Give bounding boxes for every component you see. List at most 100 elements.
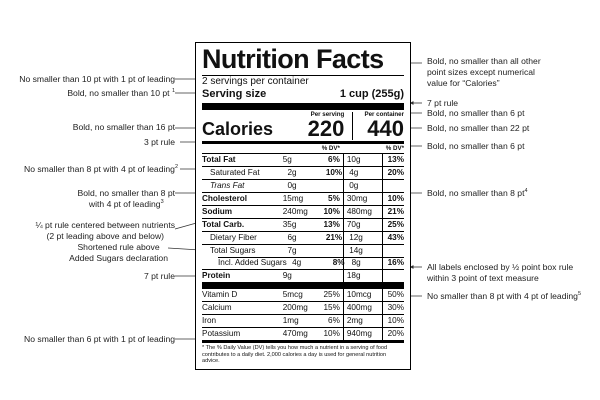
per-serving-amount: 5mcg <box>282 290 303 299</box>
per-serving-dv: 13% <box>323 220 340 229</box>
serving-size-label: Serving size <box>202 88 267 100</box>
per-container-amount: 4g <box>349 168 359 177</box>
per-serving-amount: 5g <box>282 155 292 164</box>
nutrient-row: Trans Fat 0g 0g <box>202 179 404 192</box>
per-container-dv: 25% <box>387 220 404 229</box>
nutrient-row: Sodium 240mg 10% 480mg 21% <box>202 205 404 218</box>
per-serving-dv: 15% <box>323 303 340 312</box>
per-container-dv: 21% <box>387 207 404 216</box>
nutrient-row: Protein 9g 18g <box>202 269 404 282</box>
nutrient-row: Total Fat 5g 6% 10g 13% <box>202 154 404 166</box>
per-serving-dv: 10% <box>323 329 340 338</box>
nutrient-row: Dietary Fiber 6g 21% 12g 43% <box>202 231 404 244</box>
per-container-dv: 43% <box>387 233 404 242</box>
calories-per-serving: Per serving 220 <box>292 111 345 140</box>
ann-bold-16: Bold, no smaller than 16 pt <box>72 122 175 132</box>
per-container-dv: 10% <box>387 316 404 325</box>
nutrient-name: Iron <box>202 316 217 325</box>
per-serving-amount: 240mg <box>282 207 308 216</box>
ann-bold-6-b: Bold, no smaller than 6 pt <box>427 141 525 151</box>
per-container-amount: 12g <box>349 233 363 242</box>
serving-size-value: 1 cup (255g) <box>339 88 404 100</box>
footnote-sup-3: 3 <box>160 199 164 206</box>
column-divider <box>343 154 344 282</box>
ann-leading-8-right: No smaller than 8 pt with 4 pt of leadin… <box>427 291 582 301</box>
per-serving-amount: 470mg <box>282 329 308 338</box>
per-container-dv: 10% <box>387 194 404 203</box>
per-serving-amount: 7g <box>287 246 297 255</box>
per-container-amount: 480mg <box>346 207 372 216</box>
nutrition-facts-label: Nutrition Facts 2 servings per container… <box>195 42 411 370</box>
footnote-sup-4: 4 <box>524 188 528 195</box>
nutrient-row: Saturated Fat 2g 10% 4g 20% <box>202 166 404 179</box>
per-serving-dv: 25% <box>323 290 340 299</box>
per-serving-dv: 6% <box>328 316 340 325</box>
nutrient-name: Protein <box>202 271 231 280</box>
ann-shortened-rule: Shortened rule above Added Sugars declara… <box>69 242 168 263</box>
per-serving-amount: 0g <box>287 181 297 190</box>
per-container-amount: 18g <box>346 271 361 280</box>
nutrient-row: Vitamin D 5mcg 25% 10mcg 50% <box>202 289 404 301</box>
ann-bold-22: Bold, no smaller than 22 pt <box>427 123 530 133</box>
shortened-rule <box>218 257 404 258</box>
nutrient-row: Cholesterol 15mg 5% 30mg 10% <box>202 192 404 205</box>
footnote: * The % Daily Value (DV) tells you how m… <box>202 345 388 365</box>
per-serving-amount: 15mg <box>282 194 304 203</box>
footnote-sup-1: 1 <box>171 88 175 95</box>
nutrient-name: Sodium <box>202 207 233 216</box>
per-container-dv: 20% <box>387 168 404 177</box>
per-serving-amount: 35g <box>282 220 297 229</box>
nutrient-row: Incl. Added Sugars 4g 8% 8g 16% <box>202 257 404 269</box>
ann-rule-7-right: 7 pt rule <box>427 98 459 108</box>
per-container-dv: 30% <box>387 303 404 312</box>
nutrient-name: Calcium <box>202 303 232 312</box>
per-serving-amount: 9g <box>282 271 292 280</box>
nutrient-row: Calcium 200mg 15% 400mg 30% <box>202 301 404 314</box>
nutrient-name: Potassium <box>202 329 241 338</box>
nutrient-name: Cholesterol <box>202 194 248 203</box>
per-container-dv: 50% <box>387 290 404 299</box>
leader-shortened <box>167 247 201 252</box>
ann-leading-10: No smaller than 10 pt with 1 pt of leadi… <box>19 74 175 84</box>
dv-header-serving: % DV* <box>321 145 340 152</box>
label-title: Nutrition Facts <box>202 44 384 74</box>
nutrient-row: Total Carb. 35g 13% 70g 25% <box>202 218 404 231</box>
nutrient-name: Trans Fat <box>210 181 245 190</box>
nutrient-row: Iron 1mg 6% 2mg 10% <box>202 314 404 327</box>
nutrient-row: Total Sugars 7g 14g <box>202 244 404 257</box>
footnote-sup-5: 5 <box>577 291 582 298</box>
serving-size-row: Serving size 1 cup (255g) <box>202 88 404 101</box>
ann-bold-8: Bold, no smaller than 8 pt with 4 pt of l… <box>77 188 175 209</box>
nutrient-name: Dietary Fiber <box>210 233 257 242</box>
per-container-amount: 14g <box>349 246 363 255</box>
dv-header-container: % DV* <box>385 145 404 152</box>
per-container-amount: 10mcg <box>346 290 372 299</box>
per-serving-amount: 6g <box>287 233 297 242</box>
nutrient-name: Incl. Added Sugars <box>218 258 287 267</box>
per-container-amount: 2mg <box>346 316 363 325</box>
ann-leading-8: No smaller than 8 pt with 4 pt of leadin… <box>23 164 178 174</box>
ann-bold-6-a: Bold, no smaller than 6 pt <box>427 108 525 118</box>
calories-row: Calories Per serving 220 Per container 4… <box>202 110 404 140</box>
nutrient-name: Total Carb. <box>202 220 245 229</box>
ann-rule-7: 7 pt rule <box>143 271 175 281</box>
per-serving-dv: 6% <box>328 155 340 164</box>
per-container-amount: 0g <box>349 181 359 190</box>
per-container-amount: 940mg <box>346 329 372 338</box>
ann-rule-3: 3 pt rule <box>143 137 175 147</box>
footnote-sup-2: 2 <box>174 164 178 171</box>
per-serving-heading: Per serving <box>310 111 345 118</box>
per-container-amount: 400mg <box>346 303 372 312</box>
column-divider <box>343 289 344 340</box>
ann-quarter-rule: ¼ pt rule centered between nutrients (2 p… <box>35 220 176 241</box>
per-container-amount: 10g <box>346 155 361 164</box>
per-container-dv: 13% <box>387 155 404 164</box>
dv-header-row: % DV* % DV* <box>202 144 404 153</box>
per-serving-dv: 5% <box>328 194 340 203</box>
column-divider <box>382 289 383 340</box>
nutrient-row: Potassium 470mg 10% 940mg 20% <box>202 327 404 340</box>
servings-per-container: 2 servings per container <box>202 76 309 87</box>
ann-bold-8-right: Bold, no smaller than 8 pt4 <box>427 188 528 198</box>
nutrient-rows: Total Fat 5g 6% 10g 13% Saturated Fat 2g 10% 4g 2… <box>202 154 404 282</box>
nutrient-name: Total Fat <box>202 155 236 164</box>
